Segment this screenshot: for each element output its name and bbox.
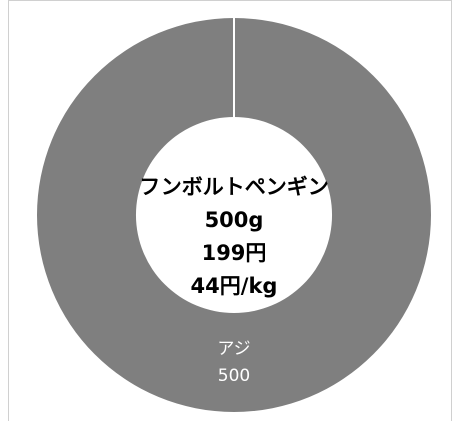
donut-slice-0 — [37, 18, 431, 412]
center-label-name: フンボルトペンギン — [139, 175, 329, 199]
center-label-unit-price: 44円/kg — [190, 274, 278, 298]
slice-label-name: アジ — [217, 339, 251, 359]
center-label-weight: 500g — [204, 208, 264, 232]
slice-label-value: 500 — [217, 366, 251, 386]
center-label-price: 199円 — [201, 241, 267, 265]
donut-slices — [37, 18, 431, 412]
